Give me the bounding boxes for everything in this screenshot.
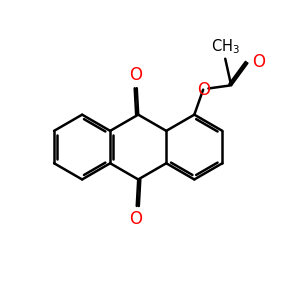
Text: O: O — [129, 210, 142, 228]
Text: O: O — [253, 53, 266, 71]
Text: O: O — [129, 66, 142, 84]
Text: CH$_3$: CH$_3$ — [211, 37, 240, 56]
Text: O: O — [197, 81, 210, 99]
